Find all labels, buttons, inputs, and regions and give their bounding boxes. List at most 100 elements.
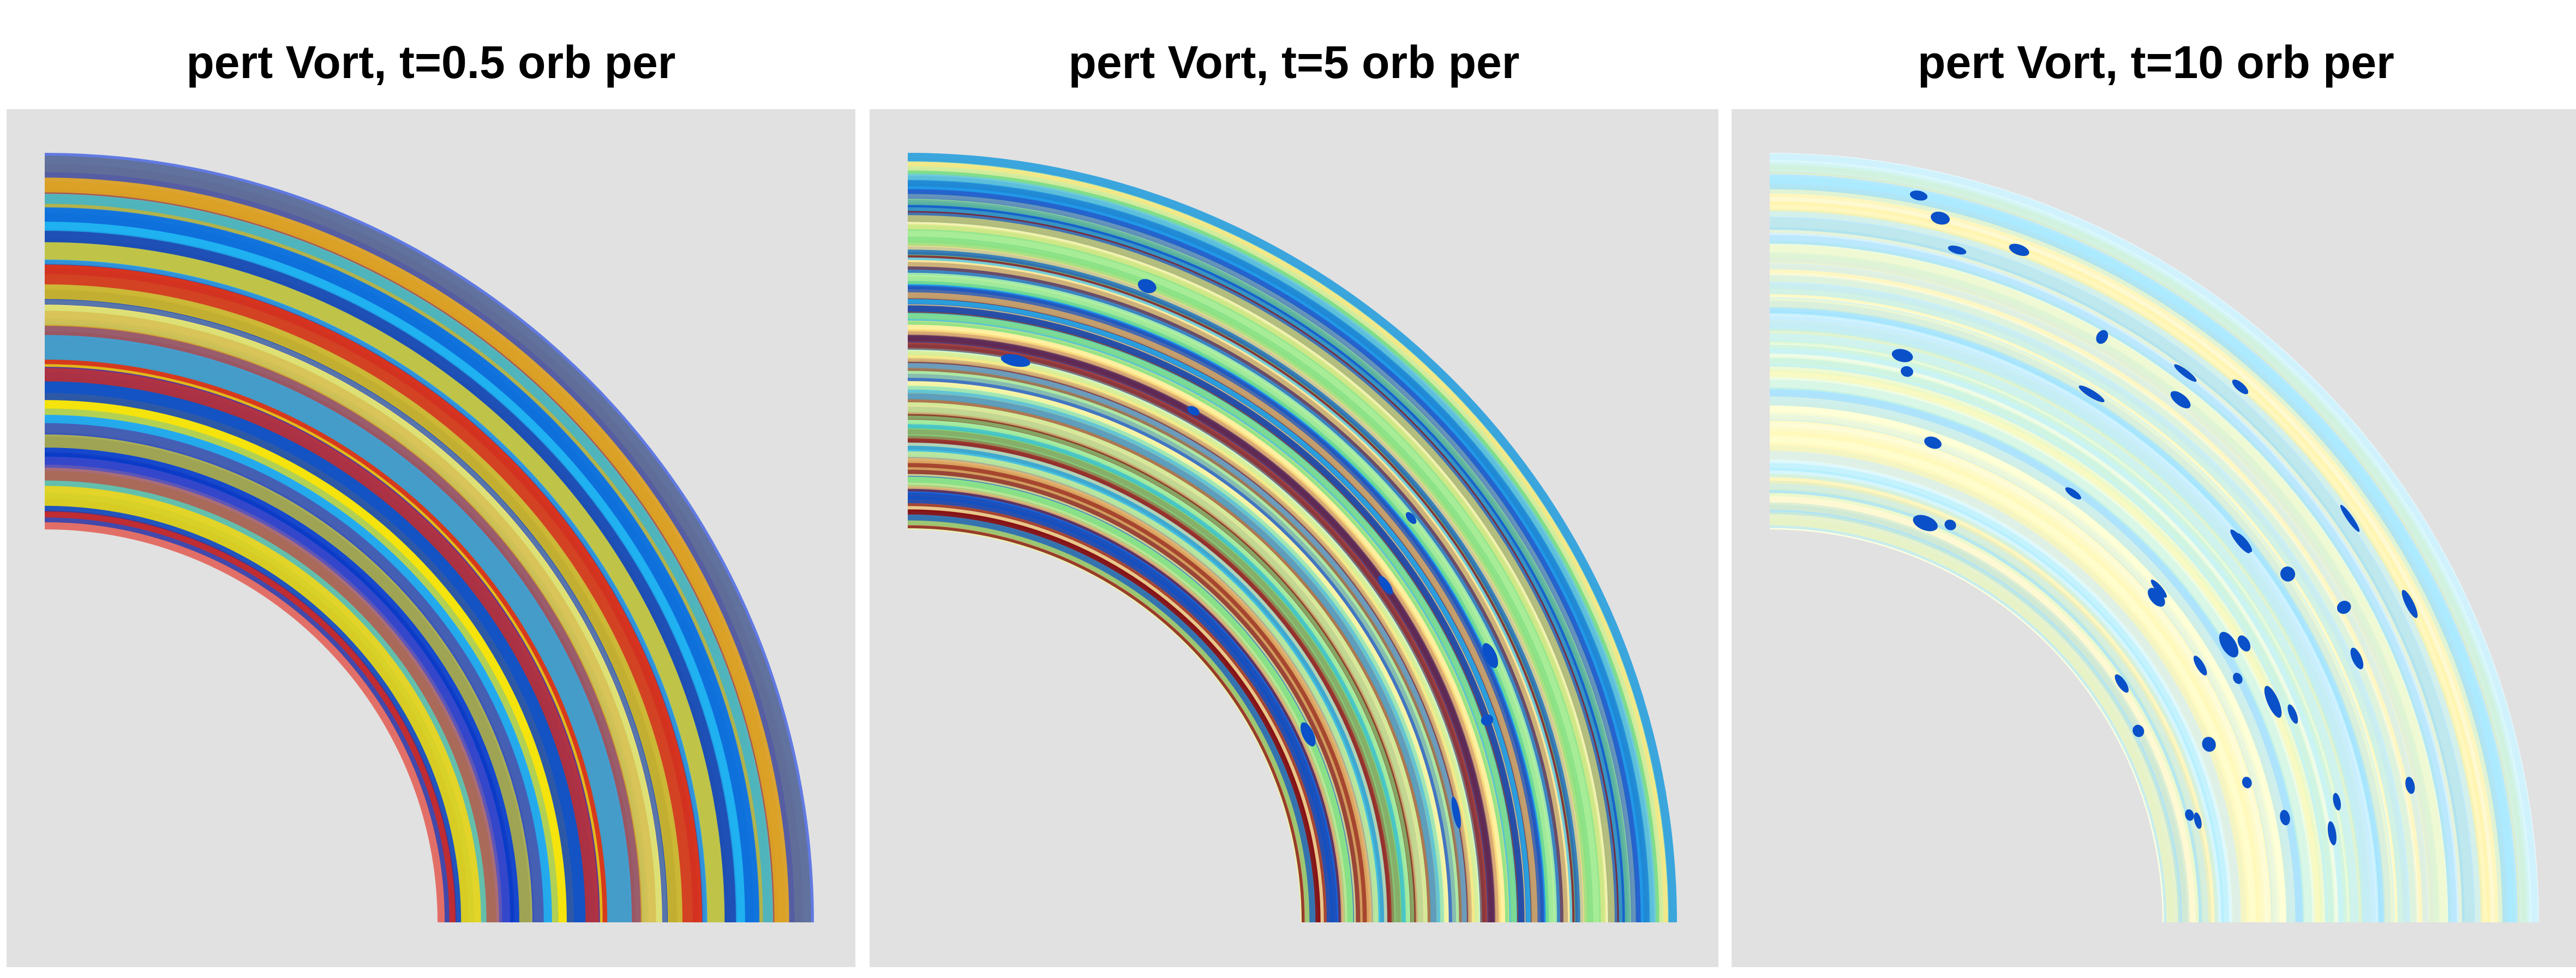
vorticity-band bbox=[1770, 244, 2447, 922]
vortex-blob bbox=[1001, 354, 1031, 367]
vorticity-band bbox=[1770, 517, 2174, 922]
vortex-blob bbox=[1901, 366, 1914, 377]
vortex-blob bbox=[2194, 812, 2202, 829]
vorticity-map bbox=[1732, 109, 2576, 967]
vorticity-band bbox=[1770, 259, 2433, 922]
vorticity-band bbox=[1770, 401, 2291, 922]
vorticity-band bbox=[1770, 162, 2530, 922]
panel-t10: pert Vort, t=10 orb per bbox=[1732, 0, 2576, 978]
vorticity-band bbox=[908, 456, 1374, 922]
vortex-blob bbox=[1137, 279, 1157, 294]
vorticity-band bbox=[1770, 387, 2305, 922]
vortex-blob bbox=[2232, 379, 2249, 395]
vorticity-band bbox=[1770, 388, 2304, 922]
vortex-blob bbox=[1931, 211, 1950, 225]
vortex-blob bbox=[2202, 737, 2216, 752]
vortex-blob bbox=[2237, 635, 2251, 652]
vorticity-band bbox=[1770, 306, 2386, 922]
vortex-blob bbox=[1187, 405, 1200, 416]
vortex-blob bbox=[2170, 391, 2191, 409]
vorticity-band bbox=[1770, 227, 2465, 922]
vorticity-band bbox=[1770, 201, 2491, 922]
vorticity-band bbox=[1770, 341, 2351, 922]
vortex-blob bbox=[2337, 600, 2351, 614]
vorticity-band bbox=[45, 357, 609, 922]
vortex-blob bbox=[2242, 777, 2252, 789]
vortex-blob bbox=[1948, 245, 1967, 255]
vorticity-map bbox=[7, 109, 855, 967]
vorticity-band bbox=[45, 153, 814, 922]
vorticity-band bbox=[1770, 311, 2381, 922]
vorticity-band bbox=[1770, 253, 2439, 922]
vortex-blob bbox=[2264, 685, 2282, 718]
vorticity-band bbox=[908, 489, 1341, 922]
vorticity-band bbox=[1770, 493, 2199, 922]
vorticity-band bbox=[45, 289, 678, 922]
vorticity-band bbox=[1770, 299, 2393, 922]
vorticity-band bbox=[1770, 372, 2320, 922]
vorticity-band bbox=[1770, 468, 2224, 922]
vortex-blob bbox=[2405, 777, 2415, 794]
vorticity-band bbox=[908, 153, 1677, 922]
vorticity-band bbox=[1770, 379, 2313, 922]
vortex-blob bbox=[1451, 796, 1461, 829]
vorticity-band bbox=[45, 363, 604, 922]
vorticity-band bbox=[1770, 369, 2322, 922]
vortex-blob bbox=[2132, 725, 2144, 737]
vortex-blob bbox=[2065, 487, 2081, 500]
vorticity-plot bbox=[1732, 109, 2576, 967]
vortex-blob bbox=[2280, 566, 2296, 582]
vorticity-band bbox=[1770, 463, 2229, 922]
panel-title: pert Vort, t=5 orb per bbox=[1068, 37, 1520, 88]
vortex-blob bbox=[1909, 190, 1928, 201]
vortex-blob bbox=[2096, 330, 2108, 344]
vorticity-band bbox=[1770, 252, 2440, 922]
vorticity-band bbox=[1770, 358, 2334, 922]
vorticity-band bbox=[908, 524, 1305, 922]
vorticity-band bbox=[908, 219, 1610, 922]
vorticity-band bbox=[908, 320, 1509, 922]
vorticity-band bbox=[1770, 450, 2242, 922]
vorticity-band bbox=[1770, 275, 2417, 922]
vorticity-band bbox=[1770, 365, 2327, 922]
vortex-blob bbox=[2280, 809, 2290, 826]
vortex-blob bbox=[2219, 631, 2239, 658]
vortex-blob bbox=[1378, 575, 1393, 595]
vortex-blob bbox=[2401, 589, 2418, 618]
vorticity-band bbox=[1770, 208, 2483, 922]
vorticity-band bbox=[908, 329, 1501, 922]
vorticity-band bbox=[1770, 458, 2233, 922]
vorticity-band bbox=[908, 355, 1475, 922]
vorticity-band bbox=[1770, 315, 2376, 922]
vortex-blob bbox=[1924, 436, 1942, 449]
vorticity-plot bbox=[870, 109, 1718, 967]
vortex-blob bbox=[1891, 349, 1913, 362]
vorticity-band bbox=[908, 389, 1441, 922]
vortex-blob bbox=[1944, 520, 1956, 530]
vorticity-band bbox=[1770, 474, 2218, 922]
vortex-blob bbox=[2185, 809, 2194, 821]
vortex-blob bbox=[2287, 704, 2298, 724]
vorticity-map bbox=[870, 109, 1718, 967]
vorticity-band bbox=[908, 422, 1407, 922]
vorticity-band bbox=[1770, 395, 2297, 922]
vortex-blob bbox=[2193, 655, 2207, 676]
vorticity-band bbox=[45, 424, 543, 922]
vorticity-band bbox=[1770, 442, 2250, 922]
vortex-blob bbox=[1405, 512, 1417, 524]
vorticity-band bbox=[1770, 412, 2280, 922]
vorticity-band bbox=[1770, 321, 2370, 922]
vorticity-band bbox=[1770, 427, 2265, 922]
vorticity-plot bbox=[7, 109, 855, 967]
vorticity-band bbox=[1770, 226, 2465, 922]
vortex-blob bbox=[1300, 722, 1316, 747]
vorticity-band bbox=[908, 329, 1501, 922]
vorticity-band bbox=[1770, 175, 2517, 922]
vorticity-band bbox=[1770, 502, 2190, 922]
vorticity-band bbox=[1770, 445, 2246, 922]
vorticity-band bbox=[45, 260, 707, 922]
vorticity-band bbox=[908, 359, 1471, 922]
vorticity-band bbox=[1770, 273, 2418, 922]
vorticity-band bbox=[1770, 329, 2363, 922]
